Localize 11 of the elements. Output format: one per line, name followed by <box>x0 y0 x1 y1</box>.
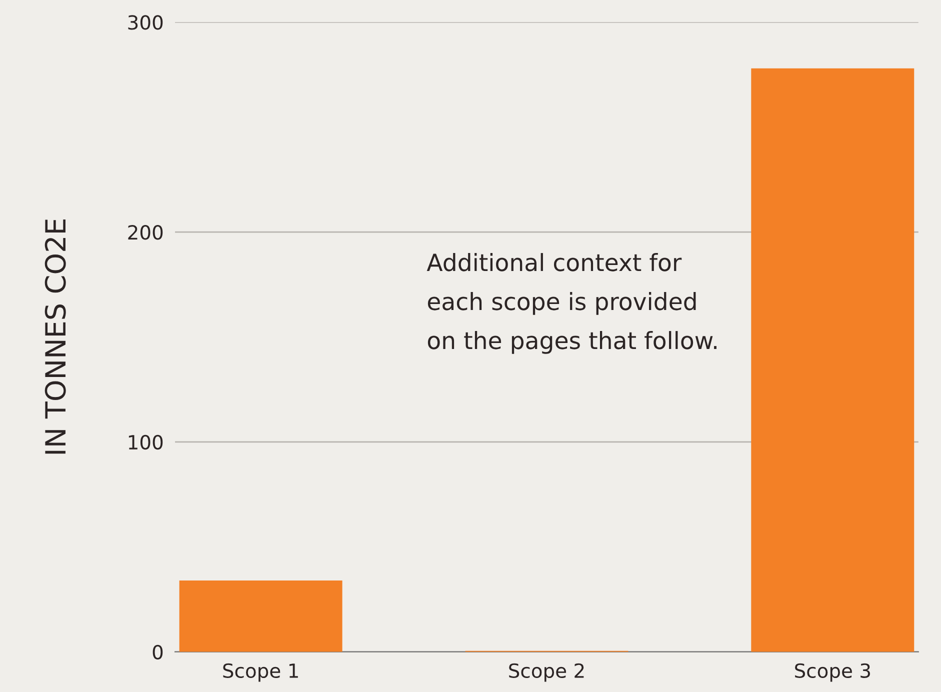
x-tick-label: Scope 3 <box>795 663 870 682</box>
x-tick-label: Scope 1 <box>223 663 298 682</box>
bar <box>179 580 342 652</box>
y-tick-label: 100 <box>128 434 163 450</box>
y-tick-label: 200 <box>128 225 163 240</box>
y-tick-label: 0 <box>152 644 163 660</box>
bar <box>751 68 914 652</box>
y-tick-label: 300 <box>128 15 163 30</box>
x-tick-label: Scope 2 <box>509 663 584 682</box>
annotation: Additional context for each scope is provided on the pages that follow. <box>426 253 716 354</box>
y-axis-title: IN TONNES CO2E <box>44 219 66 454</box>
